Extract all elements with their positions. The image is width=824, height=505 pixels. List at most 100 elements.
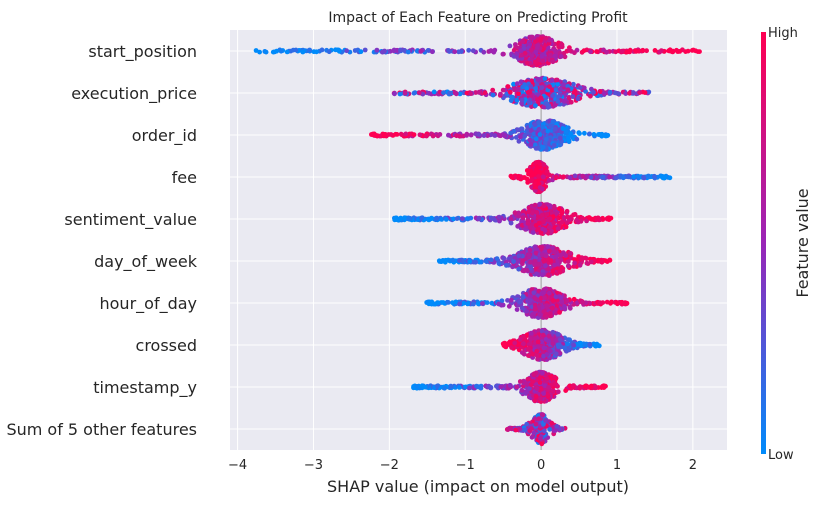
shap-point xyxy=(506,303,512,309)
shap-point xyxy=(419,215,424,221)
shap-point xyxy=(567,337,572,343)
shap-point xyxy=(524,309,530,314)
shap-point xyxy=(540,144,546,150)
shap-point xyxy=(520,209,526,215)
shap-point xyxy=(519,52,524,58)
shap-point xyxy=(496,261,502,266)
shap-point xyxy=(614,175,620,181)
shap-point xyxy=(452,49,458,55)
shap-point xyxy=(529,35,534,41)
shap-point xyxy=(481,49,487,55)
shap-point xyxy=(370,132,375,138)
shap-point xyxy=(509,345,514,350)
shap-point xyxy=(536,126,542,132)
shap-point xyxy=(555,98,561,104)
shap-point xyxy=(685,48,691,54)
shap-point xyxy=(533,181,538,186)
shap-point xyxy=(529,426,534,432)
shap-point xyxy=(635,173,641,179)
shap-point xyxy=(476,132,482,137)
shap-point xyxy=(446,48,451,53)
shap-point xyxy=(457,385,462,390)
shap-point xyxy=(284,49,290,55)
feature-label: fee xyxy=(172,168,197,187)
shap-point xyxy=(541,129,546,135)
shap-point xyxy=(667,175,673,181)
shap-point xyxy=(544,211,550,217)
shap-point xyxy=(496,214,502,220)
shap-point xyxy=(507,89,513,95)
shap-point xyxy=(552,374,557,380)
shap-point xyxy=(524,168,530,173)
shap-point xyxy=(586,131,592,137)
shap-point xyxy=(560,126,566,131)
shap-point xyxy=(544,376,550,382)
shap-point xyxy=(533,296,538,302)
shap-point xyxy=(528,84,534,89)
shap-point xyxy=(394,132,400,137)
shap-point xyxy=(565,87,571,93)
shap-point xyxy=(526,253,532,259)
shap-point xyxy=(551,220,557,226)
shap-point xyxy=(534,348,540,354)
shap-point xyxy=(434,383,440,389)
shap-point xyxy=(532,122,538,128)
shap-point xyxy=(422,384,428,390)
shap-point xyxy=(641,174,646,180)
shap-point xyxy=(559,219,565,225)
shap-point xyxy=(528,128,534,133)
shap-point xyxy=(614,300,619,305)
shap-point xyxy=(509,174,515,180)
shap-point xyxy=(552,53,558,59)
shap-point xyxy=(537,132,543,137)
shap-point xyxy=(492,47,498,53)
shap-point xyxy=(533,219,538,225)
shap-point xyxy=(541,428,547,434)
shap-point xyxy=(533,103,538,108)
colorbar-title: Feature value xyxy=(793,188,812,297)
shap-point xyxy=(602,133,607,138)
shap-point xyxy=(514,51,520,56)
shap-point xyxy=(607,89,613,95)
shap-point xyxy=(270,49,276,55)
shap-point xyxy=(290,47,296,53)
shap-point xyxy=(480,301,485,306)
shap-point xyxy=(564,208,570,214)
shap-point xyxy=(586,215,592,220)
shap-point xyxy=(548,123,554,129)
shap-point xyxy=(278,48,284,54)
shap-point xyxy=(494,383,499,389)
shap-point xyxy=(545,128,550,134)
shap-point xyxy=(488,385,494,391)
colorbar xyxy=(761,32,766,454)
shap-point xyxy=(466,47,472,53)
x-tick-label: 0 xyxy=(537,458,545,473)
shap-point xyxy=(253,48,259,53)
shap-point xyxy=(471,301,476,307)
shap-point xyxy=(381,132,387,138)
shap-point xyxy=(528,259,533,265)
shap-point xyxy=(529,177,535,183)
shap-point xyxy=(416,90,422,96)
shap-point xyxy=(533,271,539,277)
shap-point xyxy=(561,98,567,104)
shap-point xyxy=(403,131,409,137)
shap-point xyxy=(633,49,639,54)
shap-point xyxy=(397,91,403,97)
shap-point xyxy=(536,227,542,232)
shap-point xyxy=(542,76,548,81)
shap-point xyxy=(468,91,473,96)
x-tick-label: −1 xyxy=(456,458,475,473)
shap-point xyxy=(547,290,552,296)
shap-point xyxy=(558,295,564,300)
shap-point xyxy=(536,174,541,179)
shap-point xyxy=(511,81,516,87)
shap-point xyxy=(667,47,673,53)
feature-label: order_id xyxy=(132,126,197,146)
chart-title: Impact of Each Feature on Predicting Pro… xyxy=(328,10,628,26)
shap-point xyxy=(546,385,551,390)
shap-point xyxy=(542,295,547,301)
shap-point xyxy=(599,259,605,265)
shap-point xyxy=(547,216,553,222)
shap-point xyxy=(483,258,489,264)
